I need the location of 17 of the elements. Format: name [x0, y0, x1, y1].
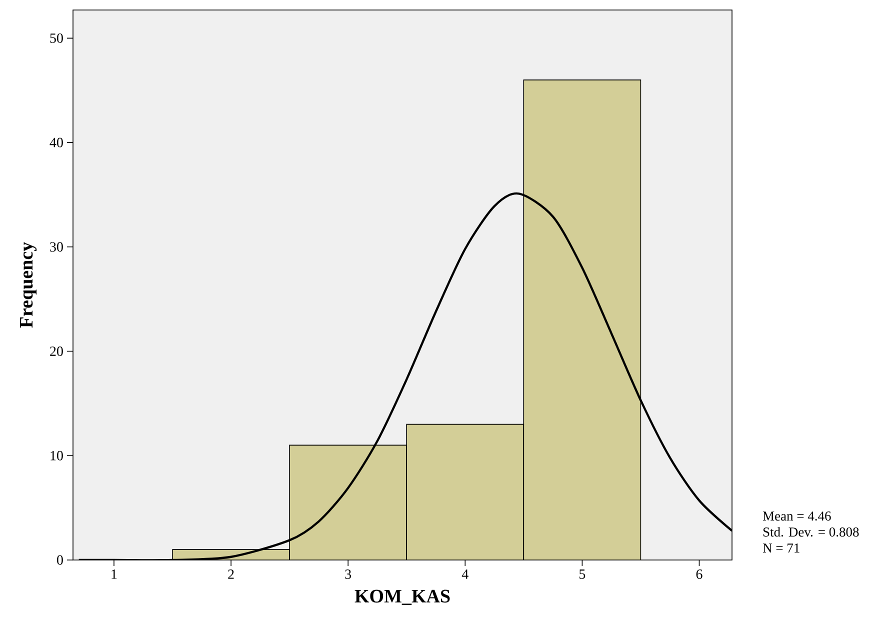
- y-axis-title: Frequency: [20, 242, 37, 328]
- x-tick-label: 4: [462, 570, 468, 579]
- y-tick-label: 0: [57, 555, 63, 565]
- y-tick-label: 10: [50, 450, 63, 460]
- y-tick-label: 30: [50, 242, 63, 252]
- x-tick-label: 6: [696, 570, 702, 579]
- y-tick-label: 20: [50, 346, 63, 356]
- y-tick-label: 50: [50, 33, 63, 43]
- text: N = 71: [762, 544, 800, 552]
- y-tick-label: 40: [50, 138, 63, 148]
- x-axis-title: KOM_KAS: [354, 590, 450, 606]
- x-tick-label: 2: [228, 570, 234, 579]
- text: Mean = 4.46: [762, 512, 831, 521]
- x-tick-label: 3: [345, 570, 352, 579]
- text: Std. Dev. = 0.808: [763, 527, 859, 537]
- x-tick-label: 1: [112, 570, 117, 579]
- x-tick-label: 5: [579, 570, 586, 579]
